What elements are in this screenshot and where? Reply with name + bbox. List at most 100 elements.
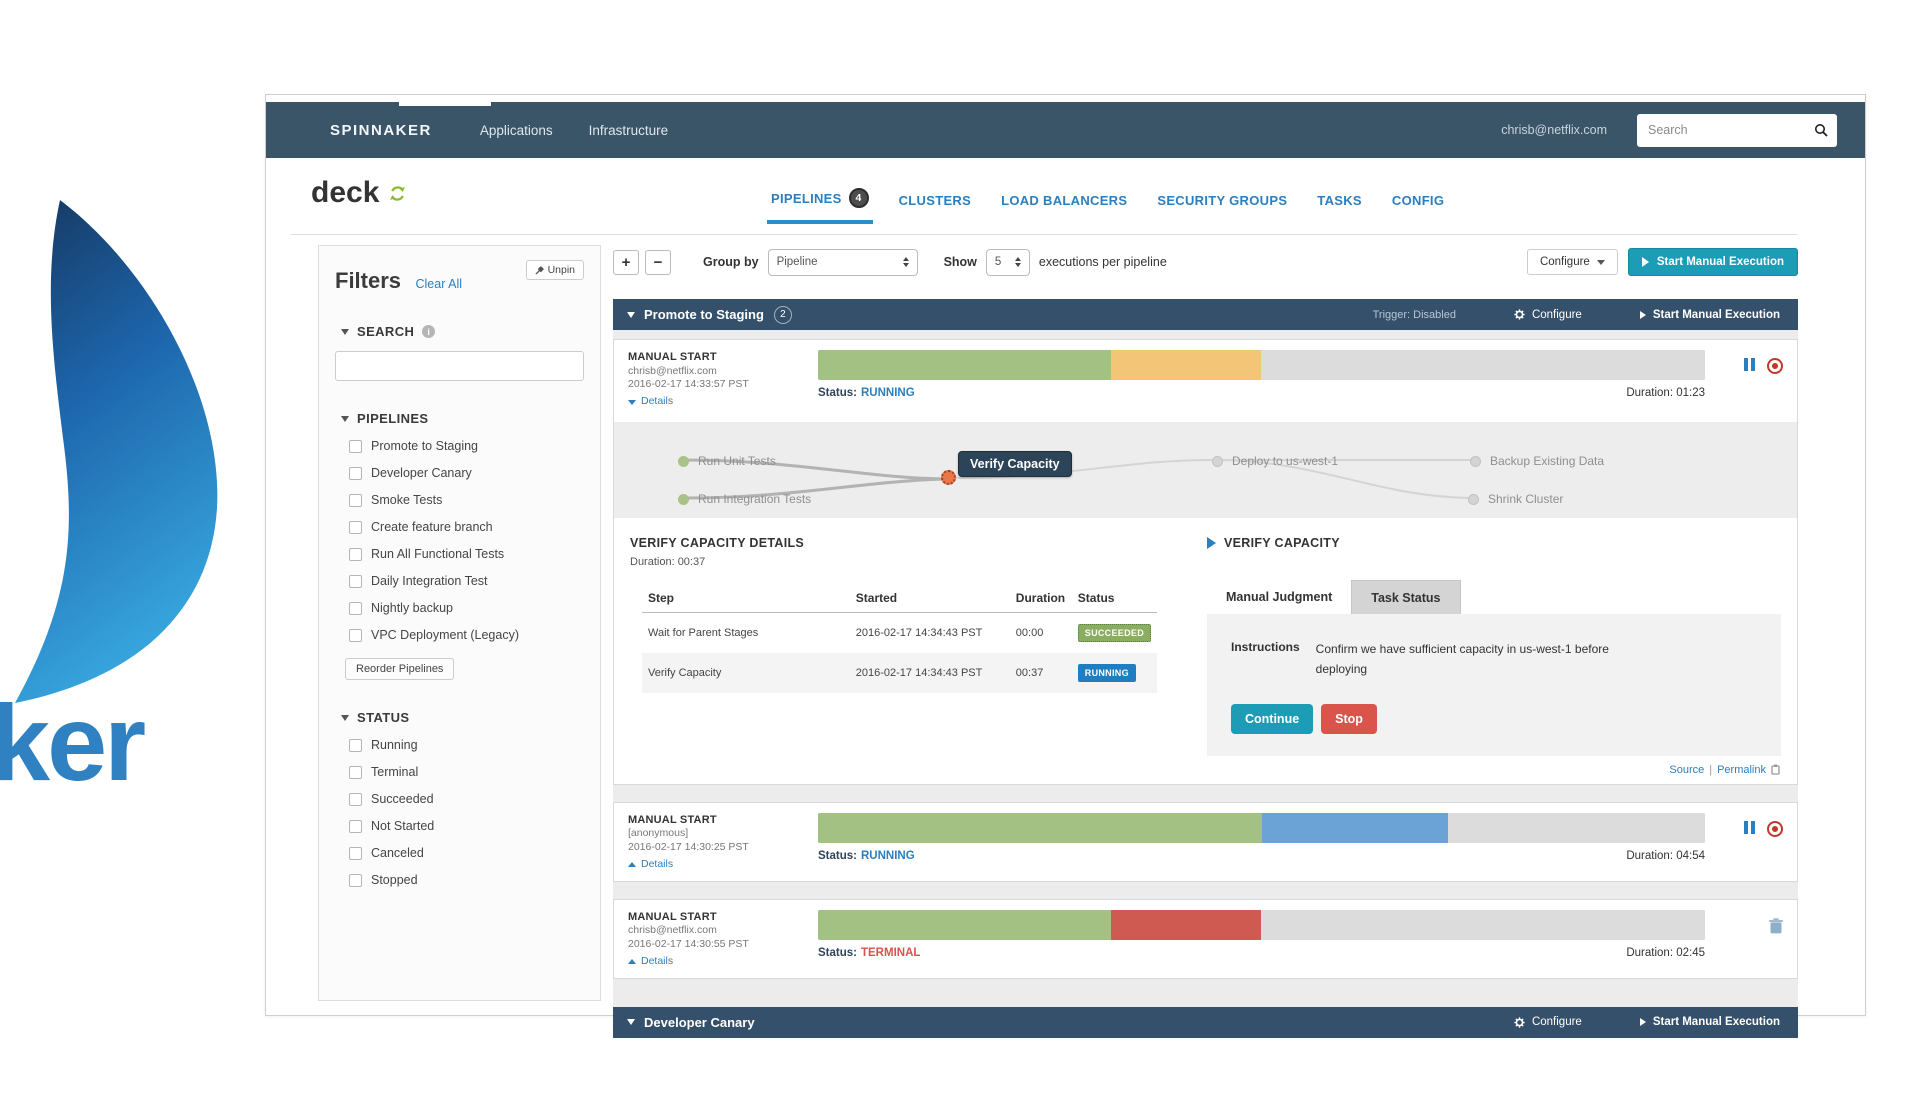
stage-node[interactable]: Deploy to us-west-1 (1212, 454, 1338, 468)
status-section-header[interactable]: STATUS (341, 710, 584, 725)
stage-node-running[interactable] (941, 470, 956, 486)
stage-node[interactable]: Backup Existing Data (1470, 454, 1604, 468)
details-toggle[interactable]: Details (628, 395, 800, 409)
continue-button[interactable]: Continue (1231, 703, 1314, 734)
info-icon[interactable]: i (422, 325, 436, 338)
execution-progress-bar[interactable] (818, 812, 1705, 843)
checkbox[interactable] (349, 493, 362, 507)
group-configure-button[interactable]: Configure (1514, 1016, 1582, 1028)
execution-progress-bar[interactable] (818, 909, 1705, 940)
checkbox[interactable] (349, 439, 362, 453)
details-toggle[interactable]: Details (628, 955, 800, 969)
group-start-manual-execution-button[interactable]: Start Manual Execution (1639, 309, 1780, 321)
status-filter-option[interactable]: Canceled (349, 846, 584, 860)
pipeline-filter-option[interactable]: Developer Canary (349, 466, 584, 480)
cancel-icon[interactable] (1767, 820, 1783, 837)
selected-stage-popover[interactable]: Verify Capacity (958, 451, 1072, 478)
checkbox[interactable] (349, 520, 362, 534)
search-input[interactable] (1646, 122, 1814, 138)
tab-pipelines[interactable]: PIPELINES 4 (767, 188, 873, 224)
stop-button[interactable]: Stop (1321, 703, 1377, 734)
tab-clusters[interactable]: CLUSTERS (899, 193, 971, 224)
expand-all-button[interactable]: + (613, 249, 639, 275)
stage-node[interactable]: Shrink Cluster (1468, 492, 1563, 506)
refresh-icon[interactable] (388, 184, 407, 203)
stage-node[interactable]: Run Integration Tests (678, 492, 811, 506)
start-manual-execution-button[interactable]: Start Manual Execution (1627, 248, 1798, 276)
filter-search-input[interactable] (335, 351, 584, 381)
pipeline-filter-option[interactable]: Create feature branch (349, 520, 584, 534)
progress-segment (1447, 812, 1705, 843)
brand-spinnaker[interactable]: SPINNAKER (330, 121, 432, 139)
pipeline-group-header-developer-canary[interactable]: Developer Canary Configure (613, 1006, 1798, 1038)
search-icon[interactable] (1814, 123, 1828, 137)
permalink-link[interactable]: Permalink (1717, 763, 1766, 776)
pipeline-filter-option[interactable]: Daily Integration Test (349, 574, 584, 588)
checkbox[interactable] (349, 547, 362, 561)
pipeline-group-header-promote-to-staging[interactable]: Promote to Staging 2 Trigger: Disabled (613, 299, 1798, 330)
group-by-select[interactable]: Pipeline (767, 248, 918, 276)
status-filter-option[interactable]: Succeeded (349, 792, 584, 806)
execution-progress-bar[interactable] (818, 350, 1705, 380)
group-configure-button[interactable]: Configure (1514, 309, 1582, 321)
search-section-header[interactable]: SEARCH i (341, 324, 584, 339)
configure-dropdown-button[interactable]: Configure (1526, 249, 1618, 275)
filter-label: VPC Deployment (Legacy) (371, 628, 519, 642)
trash-icon[interactable] (1769, 918, 1783, 934)
checkbox[interactable] (349, 628, 362, 642)
group-start-manual-execution-button[interactable]: Start Manual Execution (1639, 1016, 1780, 1028)
tab-tasks[interactable]: TASKS (1317, 193, 1362, 224)
checkbox[interactable] (349, 846, 362, 860)
stage-node[interactable]: Run Unit Tests (678, 454, 776, 468)
permalink-icon[interactable] (1771, 764, 1781, 775)
browser-tab-notch (399, 98, 491, 106)
cancel-icon[interactable] (1767, 358, 1783, 374)
checkbox[interactable] (349, 792, 362, 806)
play-icon (1639, 310, 1646, 319)
checkbox[interactable] (349, 601, 362, 615)
checkbox[interactable] (349, 574, 362, 588)
tab-config[interactable]: CONFIG (1392, 193, 1444, 224)
pipelines-section-header[interactable]: PIPELINES (341, 411, 584, 426)
tab-security-groups[interactable]: SECURITY GROUPS (1157, 193, 1287, 224)
status-label: Status: (818, 849, 857, 862)
reorder-pipelines-button[interactable]: Reorder Pipelines (345, 658, 455, 680)
tab-task-status[interactable]: Task Status (1351, 580, 1461, 615)
pipeline-filter-option[interactable]: Smoke Tests (349, 493, 584, 507)
status-badge: RUNNING (1077, 664, 1136, 683)
checkbox[interactable] (349, 873, 362, 887)
pipeline-filter-option[interactable]: Run All Functional Tests (349, 547, 584, 561)
show-count-select[interactable]: 5 (985, 248, 1030, 276)
unpin-button[interactable]: Unpin (525, 260, 584, 280)
status-filter-option[interactable]: Running (349, 738, 584, 752)
collapse-all-button[interactable]: − (645, 249, 671, 275)
checkbox[interactable] (349, 738, 362, 752)
filters-title: Filters (335, 268, 402, 293)
col-duration: Duration (1009, 584, 1072, 614)
tab-manual-judgment[interactable]: Manual Judgment (1226, 590, 1333, 605)
duration-value: Duration: 02:45 (1626, 946, 1705, 959)
status-filter-option[interactable]: Not Started (349, 819, 584, 833)
clear-all-link[interactable]: Clear All (415, 277, 463, 291)
source-link[interactable]: Source (1669, 763, 1705, 776)
checkbox[interactable] (349, 466, 362, 480)
stage-details-right: VERIFY CAPACITY Manual Judgment Task Sta… (1207, 536, 1781, 776)
execution-start-time: 2016-02-17 14:30:55 PST (628, 938, 749, 951)
details-toggle[interactable]: Details (628, 858, 800, 872)
checkbox[interactable] (349, 765, 362, 779)
status-filter-option[interactable]: Stopped (349, 873, 584, 887)
pipeline-filter-option[interactable]: Nightly backup (349, 601, 584, 615)
pipeline-filter-option[interactable]: VPC Deployment (Legacy) (349, 628, 584, 642)
checkbox[interactable] (349, 819, 362, 833)
execution-progress-zone: Status: RUNNING Duration: 01:23 (818, 350, 1705, 409)
user-email[interactable]: chrisb@netflix.com (1501, 123, 1607, 137)
pause-icon[interactable] (1744, 820, 1755, 872)
nav-item-infrastructure[interactable]: Infrastructure (588, 122, 669, 138)
filter-label: Nightly backup (371, 601, 453, 615)
pause-icon[interactable] (1744, 358, 1755, 409)
search-box[interactable] (1637, 113, 1837, 147)
nav-item-applications[interactable]: Applications (479, 122, 553, 138)
status-filter-option[interactable]: Terminal (349, 765, 584, 779)
tab-load-balancers[interactable]: LOAD BALANCERS (1001, 193, 1127, 224)
pipeline-filter-option[interactable]: Promote to Staging (349, 439, 584, 453)
